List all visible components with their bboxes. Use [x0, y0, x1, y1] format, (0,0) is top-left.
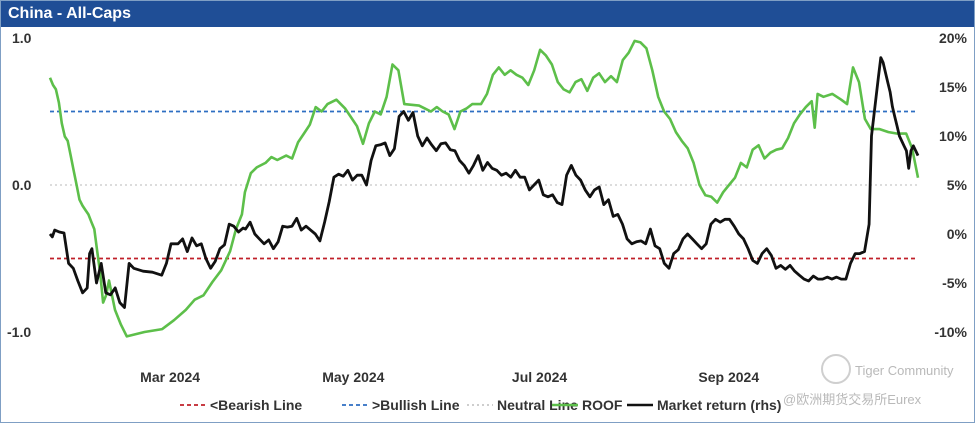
x-tick-label: Jul 2024: [512, 369, 567, 385]
right-tick-label: -5%: [942, 275, 967, 291]
left-tick-label: -1.0: [7, 324, 31, 340]
right-tick-label: 10%: [939, 128, 968, 144]
roof-line: [48, 39, 920, 338]
right-tick-label: 5%: [947, 177, 968, 193]
left-axis: 1.0 0.0 -1.0: [7, 30, 32, 340]
right-axis: 20% 15% 10% 5% 0% -5% -10%: [934, 30, 967, 340]
x-tick-label: Sep 2024: [698, 369, 759, 385]
right-tick-label: 20%: [939, 30, 968, 46]
title-bar: China - All-Caps: [1, 1, 974, 27]
legend-label: Market return (rhs): [657, 397, 781, 413]
watermark: Tiger Community @欧洲期货交易所Eurex: [783, 354, 954, 407]
x-axis: Mar 2024 May 2024 Jul 2024 Sep 2024: [140, 369, 759, 385]
legend-label: ROOF: [582, 397, 623, 413]
x-tick-label: May 2024: [322, 369, 384, 385]
reference-lines: [50, 110, 918, 260]
series-layer: [48, 39, 920, 338]
right-tick-label: 0%: [947, 226, 968, 242]
market-return-line: [48, 56, 920, 309]
legend-label: >Bullish Line: [372, 397, 460, 413]
right-tick-label: 15%: [939, 79, 968, 95]
chart-title: China - All-Caps: [8, 5, 131, 22]
x-tick-label: Mar 2024: [140, 369, 200, 385]
legend: <Bearish Line >Bullish Line Neutral Line RO…: [180, 397, 781, 413]
left-tick-label: 0.0: [12, 177, 32, 193]
watermark-line-1: Tiger Community: [855, 363, 954, 378]
right-tick-label: -10%: [934, 324, 967, 340]
left-tick-label: 1.0: [12, 30, 32, 46]
legend-label: <Bearish Line: [210, 397, 302, 413]
watermark-line-2: @欧洲期货交易所Eurex: [783, 392, 922, 407]
legend-label: Neutral Line: [497, 397, 578, 413]
tiger-logo-icon: [821, 354, 851, 384]
